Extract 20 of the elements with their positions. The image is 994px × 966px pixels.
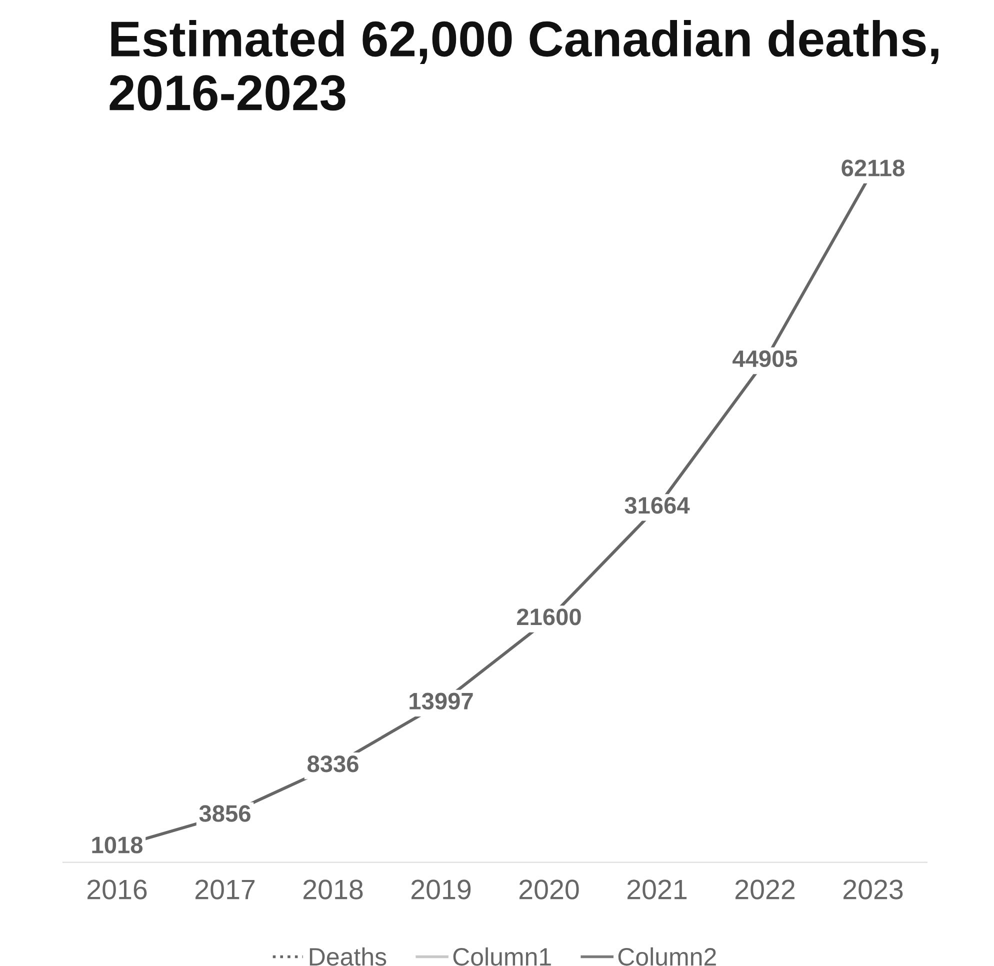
data-label: 13997: [410, 692, 473, 710]
chart-title: Estimated 62,000 Canadian deaths, 2016-2023: [110, 20, 938, 111]
data-label: 3856: [199, 805, 250, 822]
data-label: 44905: [732, 350, 798, 368]
x-tick-label: 2019: [412, 880, 471, 900]
x-tick-label: 2022: [736, 880, 795, 900]
x-tick-label: 2018: [304, 880, 363, 900]
data-label: 1018: [92, 836, 143, 854]
legend-label: Column1: [453, 947, 551, 966]
legend-label: Deaths: [310, 947, 386, 966]
x-tick-label: 2023: [844, 880, 903, 900]
x-tick-label: 2017: [196, 880, 255, 900]
x-tick-label: 2021: [628, 880, 687, 900]
data-label: 21600: [516, 608, 581, 626]
legend-label: Column2: [618, 947, 716, 966]
x-tick-label: 2020: [520, 880, 579, 900]
data-label: 31664: [624, 497, 690, 514]
data-label: 62118: [842, 160, 904, 176]
x-tick-label: 2016: [88, 880, 147, 900]
data-label: 8336: [307, 756, 358, 772]
